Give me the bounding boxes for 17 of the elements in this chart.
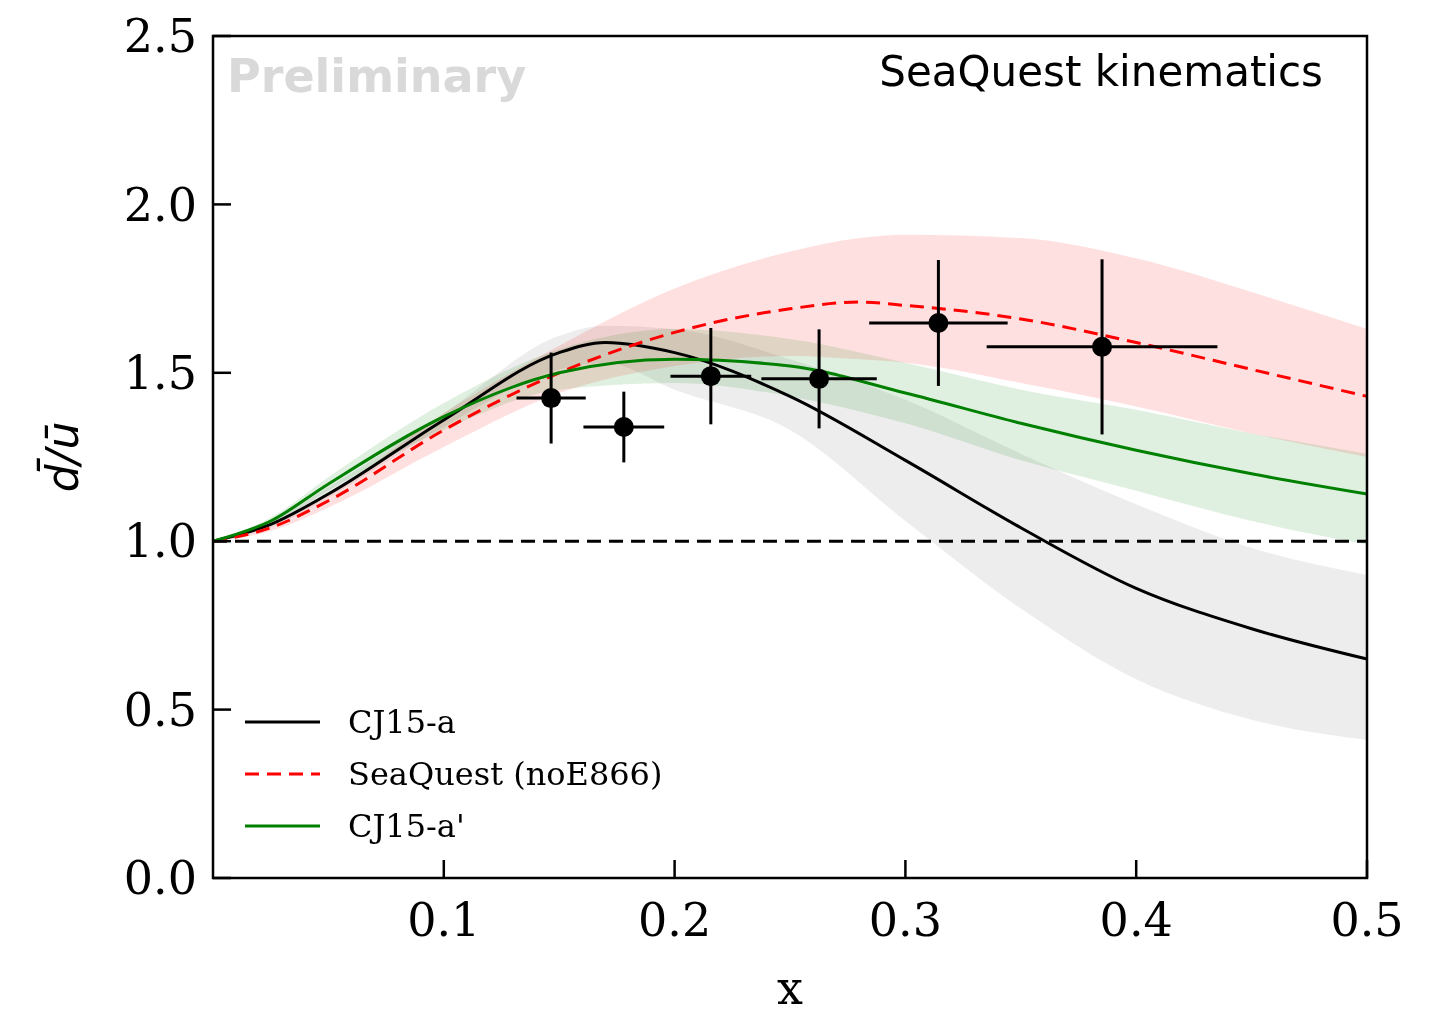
x-tick-label: 0.4 [1099,893,1173,947]
legend-label: CJ15-a [348,703,456,742]
x-tick-label: 0.2 [638,893,712,947]
annotation: SeaQuest kinematics [879,47,1323,96]
y-axis-title: d̄/ū [35,421,88,493]
y-tick-label: 2.5 [123,9,197,64]
y-tick-label: 2.0 [123,177,197,232]
legend-label: CJ15-a' [348,807,465,846]
y-tick-label: 1.0 [123,514,197,569]
y-tick-label: 0.5 [123,682,197,737]
y-tick-label: 0.0 [123,851,197,906]
legend-label: SeaQuest (noE866) [348,755,663,794]
x-tick-label: 0.5 [1330,893,1404,947]
x-tick-label: 0.1 [407,893,481,947]
x-tick-label: 0.3 [868,893,942,947]
y-tick-label: 1.5 [123,345,197,400]
x-axis-title: x [777,961,804,1011]
